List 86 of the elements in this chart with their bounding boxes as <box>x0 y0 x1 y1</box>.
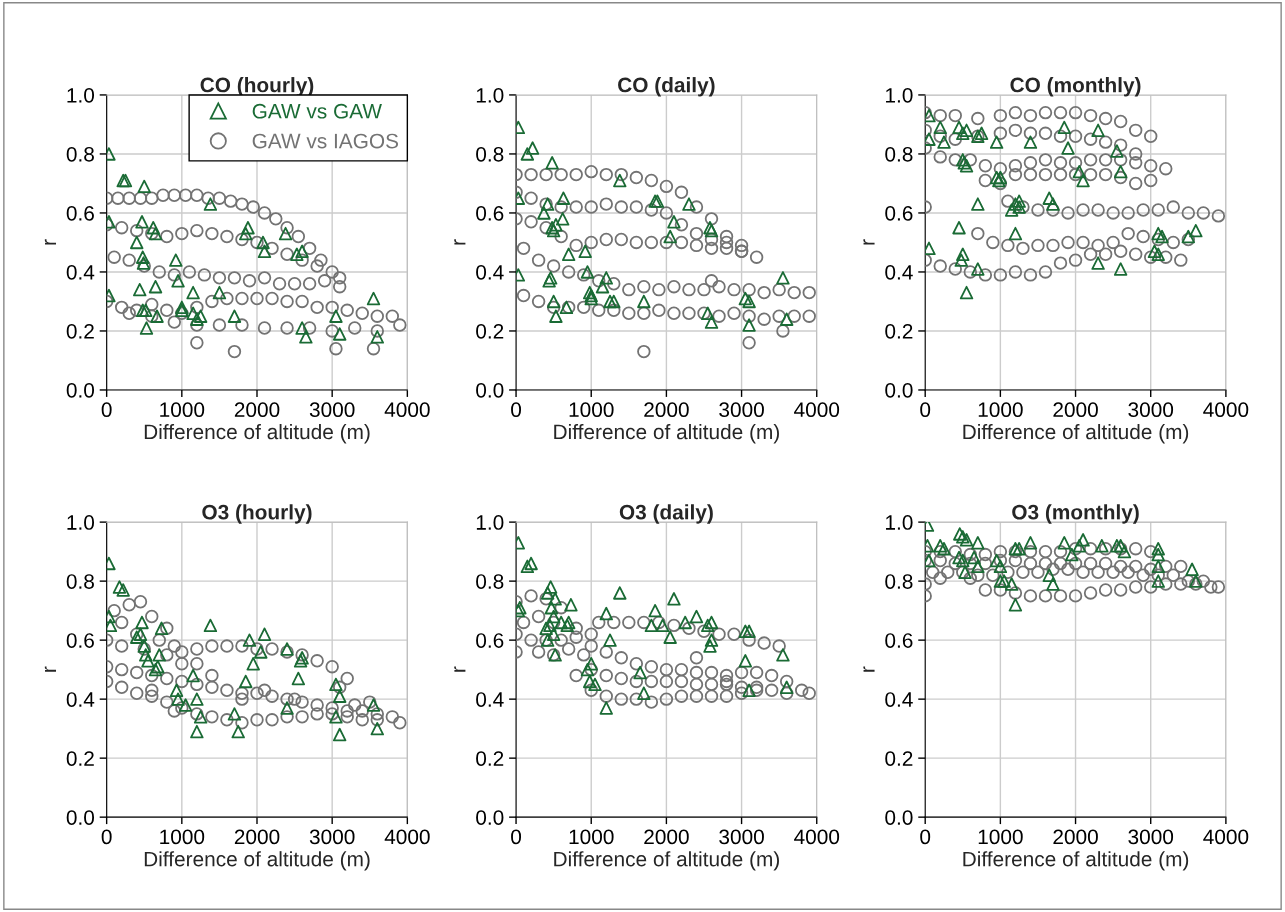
x-tick-label: 2000 <box>234 829 280 845</box>
x-tick-label: 3000 <box>309 829 355 845</box>
y-tick-label: 0.8 <box>476 574 504 589</box>
x-tick-label: 3000 <box>1128 829 1174 845</box>
y-axis-title: r <box>863 239 875 245</box>
y-axis-title: r <box>863 666 875 672</box>
x-tick-label: 3000 <box>719 829 764 845</box>
x-axis-title: Difference of altitude (m) <box>144 851 370 871</box>
y-tick-label: 0.0 <box>66 810 95 825</box>
chart-title: O3 (daily) <box>619 504 713 524</box>
y-tick-label: 1.0 <box>476 87 504 103</box>
x-tick-label: 4000 <box>1203 402 1249 418</box>
x-tick-label: 2000 <box>644 829 689 845</box>
x-tick-label: 4000 <box>794 402 840 418</box>
x-tick-label: 1000 <box>160 402 205 418</box>
chart-title: O3 (hourly) <box>202 504 312 524</box>
y-axis-title: r <box>454 239 466 245</box>
y-tick-label: 0.6 <box>885 633 913 648</box>
legend-label: GAW vs GAW <box>252 103 382 119</box>
x-tick-label: 2000 <box>1053 829 1098 845</box>
x-tick-label: 1000 <box>978 829 1023 845</box>
y-tick-label: 0.6 <box>476 205 504 221</box>
x-tick-label: 1000 <box>569 402 614 418</box>
y-tick-label: 1.0 <box>886 87 913 103</box>
legend-label: GAW vs IAGOS <box>252 133 399 149</box>
x-tick-label: 4000 <box>384 402 430 418</box>
x-tick-label: 2000 <box>1053 402 1098 418</box>
y-tick-label: 0.0 <box>66 382 95 398</box>
chart-title: O3 (monthly) <box>1012 504 1139 524</box>
y-tick-label: 0.6 <box>476 633 504 648</box>
x-tick-label: 3000 <box>719 402 764 418</box>
y-tick-label: 0.4 <box>885 264 913 280</box>
x-tick-label: 3000 <box>309 402 355 418</box>
x-tick-label: 2000 <box>644 402 689 418</box>
x-axis-title: Difference of altitude (m) <box>963 423 1189 444</box>
x-tick-label: 0 <box>101 829 112 845</box>
y-axis-title: r <box>454 666 466 672</box>
x-tick-label: 4000 <box>384 829 430 845</box>
y-tick-label: 0.4 <box>66 264 95 280</box>
x-tick-label: 2000 <box>234 402 280 418</box>
y-tick-label: 0.8 <box>66 574 94 589</box>
y-tick-label: 0.0 <box>885 810 913 825</box>
x-tick-label: 1000 <box>160 829 205 845</box>
y-axis-title: r <box>44 239 57 245</box>
chart-title: CO (daily) <box>618 77 715 97</box>
y-tick-label: 0.4 <box>476 264 504 280</box>
y-tick-label: 1.0 <box>886 515 913 530</box>
x-tick-label: 1000 <box>569 829 614 845</box>
y-tick-label: 0.2 <box>885 323 913 339</box>
x-tick-label: 3000 <box>1128 402 1174 418</box>
x-tick-label: 4000 <box>794 829 840 845</box>
y-tick-label: 0.6 <box>66 205 94 221</box>
x-tick-label: 1000 <box>978 402 1023 418</box>
y-tick-label: 0.2 <box>66 751 94 766</box>
y-tick-label: 0.2 <box>66 323 94 339</box>
y-tick-label: 0.0 <box>476 382 504 398</box>
y-tick-label: 1.0 <box>476 515 504 530</box>
x-tick-label: 0 <box>920 829 931 845</box>
y-tick-label: 0.2 <box>885 751 913 766</box>
x-axis-title: Difference of altitude (m) <box>554 423 779 444</box>
y-tick-label: 1.0 <box>67 515 95 530</box>
y-tick-label: 0.8 <box>885 574 913 589</box>
y-tick-label: 0.8 <box>66 146 94 162</box>
y-tick-label: 0.2 <box>476 751 504 766</box>
x-axis-title: Difference of altitude (m) <box>963 851 1189 871</box>
y-tick-label: 1.0 <box>67 87 95 103</box>
y-tick-label: 0.0 <box>885 382 913 398</box>
y-tick-label: 0.4 <box>476 692 504 707</box>
x-axis-title: Difference of altitude (m) <box>144 423 370 444</box>
x-tick-label: 0 <box>511 829 522 845</box>
x-axis-title: Difference of altitude (m) <box>554 851 779 871</box>
y-tick-label: 0.4 <box>885 692 913 707</box>
y-tick-label: 0.6 <box>885 205 913 221</box>
x-tick-label: 0 <box>920 402 931 418</box>
chart-title: CO (hourly) <box>200 77 314 97</box>
x-tick-label: 0 <box>511 402 522 418</box>
y-tick-label: 0.8 <box>476 146 504 162</box>
y-tick-label: 0.0 <box>476 810 504 825</box>
x-tick-label: 4000 <box>1203 829 1249 845</box>
y-tick-label: 0.4 <box>66 692 95 707</box>
y-tick-label: 0.2 <box>476 323 504 339</box>
y-tick-label: 0.6 <box>66 633 94 648</box>
y-axis-title: r <box>44 666 57 672</box>
y-tick-label: 0.8 <box>885 146 913 162</box>
chart-title: CO (monthly) <box>1010 77 1141 97</box>
x-tick-label: 0 <box>101 402 112 418</box>
